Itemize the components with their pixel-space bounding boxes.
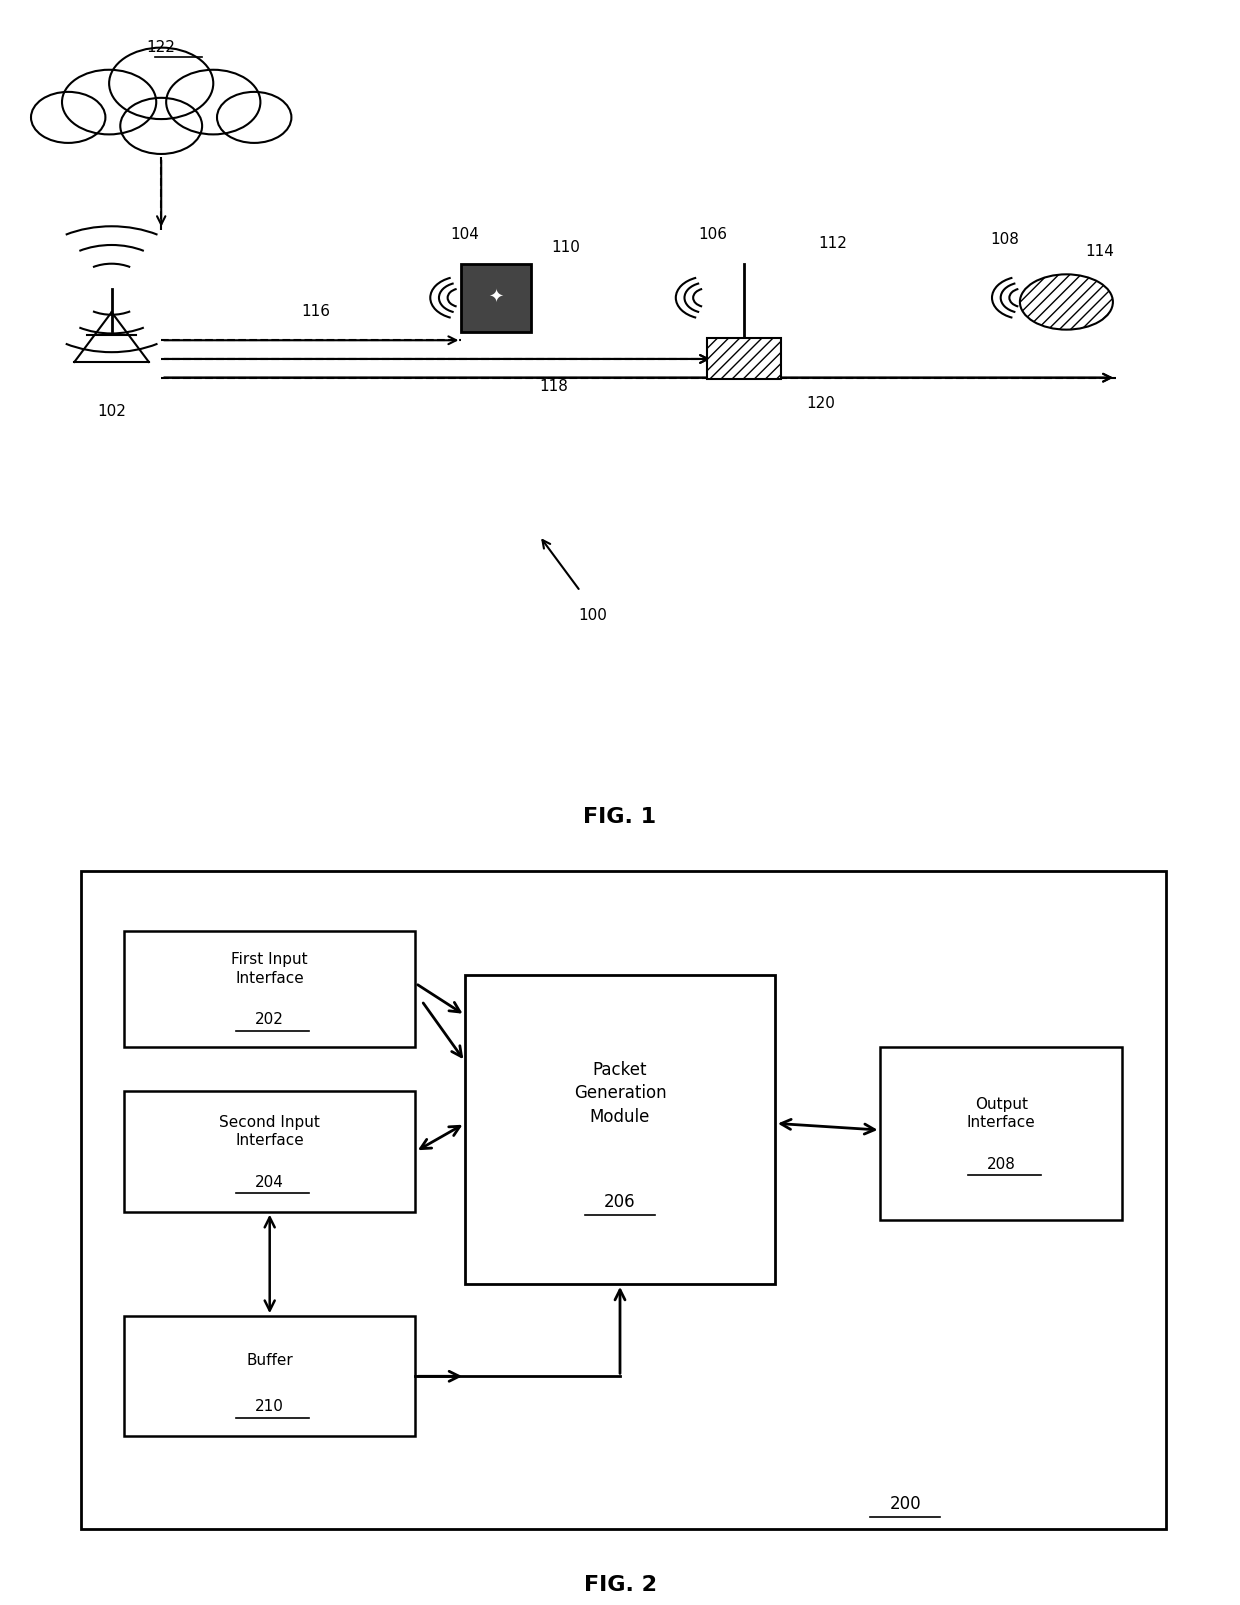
Circle shape	[109, 48, 213, 119]
Text: 120: 120	[806, 395, 835, 411]
Text: 202: 202	[255, 1013, 284, 1027]
Text: 206: 206	[604, 1193, 636, 1210]
FancyBboxPatch shape	[465, 974, 775, 1284]
Text: 104: 104	[450, 228, 480, 242]
Text: 108: 108	[990, 231, 1019, 247]
FancyBboxPatch shape	[461, 263, 531, 332]
Circle shape	[62, 69, 156, 135]
Text: Output
Interface: Output Interface	[967, 1096, 1035, 1130]
Text: 102: 102	[97, 404, 126, 419]
Text: 110: 110	[552, 241, 580, 255]
Text: 204: 204	[255, 1175, 284, 1189]
Circle shape	[31, 91, 105, 143]
Circle shape	[217, 91, 291, 143]
Text: Second Input
Interface: Second Input Interface	[219, 1115, 320, 1148]
Circle shape	[166, 69, 260, 135]
Text: 106: 106	[698, 228, 728, 242]
Text: 118: 118	[539, 379, 568, 393]
Ellipse shape	[1021, 274, 1114, 329]
Text: ✦: ✦	[489, 289, 503, 307]
Circle shape	[120, 98, 202, 154]
Text: FIG. 2: FIG. 2	[584, 1575, 656, 1595]
Text: Buffer: Buffer	[247, 1353, 293, 1367]
Text: 112: 112	[818, 236, 847, 250]
Text: Packet
Generation
Module: Packet Generation Module	[574, 1061, 666, 1127]
Text: 200: 200	[889, 1494, 921, 1512]
Text: 122: 122	[146, 40, 176, 55]
Text: 116: 116	[301, 303, 331, 319]
Text: 114: 114	[1085, 244, 1114, 260]
Text: 210: 210	[255, 1400, 284, 1414]
Text: First Input
Interface: First Input Interface	[232, 952, 308, 985]
FancyBboxPatch shape	[880, 1048, 1122, 1220]
Text: FIG. 1: FIG. 1	[584, 807, 656, 827]
FancyBboxPatch shape	[124, 1316, 415, 1436]
Text: 208: 208	[987, 1157, 1016, 1172]
FancyBboxPatch shape	[707, 337, 781, 379]
FancyBboxPatch shape	[81, 870, 1166, 1528]
Text: 100: 100	[578, 608, 608, 623]
FancyBboxPatch shape	[124, 1091, 415, 1212]
FancyBboxPatch shape	[124, 931, 415, 1048]
